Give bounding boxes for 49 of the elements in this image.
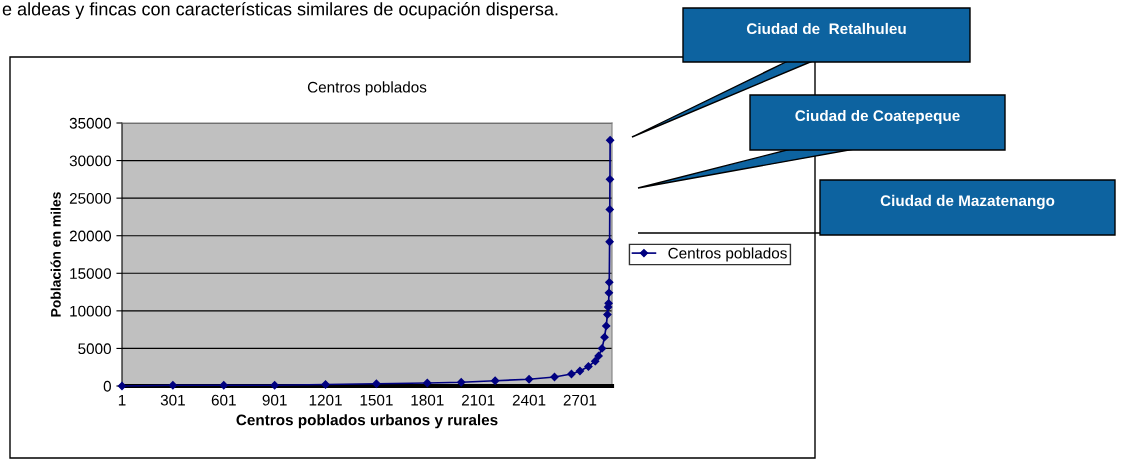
point	[602, 321, 611, 331]
text: Ciudad de Coatepeque	[795, 109, 960, 125]
x-tick-label: 601	[211, 394, 236, 406]
legend-label: Centros poblados	[668, 247, 787, 262]
point	[605, 175, 615, 184]
point	[584, 362, 593, 371]
point	[600, 333, 609, 342]
point	[597, 344, 607, 353]
x-tick-label: 1201	[309, 394, 342, 406]
text: Ciudad de Mazatenango	[880, 194, 1055, 210]
point	[604, 288, 614, 297]
x-tick-label: 1801	[411, 394, 444, 406]
point	[605, 278, 614, 287]
point	[594, 351, 603, 361]
x-tick-label: 301	[160, 394, 185, 406]
y-tick-label: 25000	[69, 193, 111, 204]
chart-title: Centros poblados	[307, 81, 427, 96]
point	[524, 375, 534, 384]
text: e aldeas y fincas con características similares de ocupación dispersa.	[2, 2, 558, 20]
point	[321, 380, 330, 389]
point	[603, 310, 612, 319]
point	[605, 237, 614, 246]
y-tick-label: 10000	[70, 305, 111, 317]
point	[457, 378, 466, 387]
y-tick-label: 20000	[69, 230, 111, 242]
point	[168, 381, 178, 390]
point	[605, 205, 614, 214]
y-tick-label: 0	[103, 380, 111, 392]
y-tick-label: 5000	[78, 343, 111, 355]
x-tick-label: 2101	[461, 394, 495, 406]
point	[423, 378, 432, 388]
x-tick-label: 1	[118, 394, 126, 406]
point	[491, 376, 500, 385]
point	[575, 366, 585, 376]
x-tick-label: 2701	[563, 394, 597, 406]
y-axis-title: Población en miles	[50, 192, 61, 317]
point	[606, 136, 615, 145]
x-tick-label: 2401	[512, 394, 546, 406]
point	[372, 379, 381, 388]
point	[219, 381, 228, 390]
x-tick-label: 901	[262, 394, 287, 406]
text: Ciudad de Retalhuleu	[746, 22, 906, 35]
x-axis-title: Centros poblados urbanos y rurales	[236, 414, 498, 429]
x-tick-label: 1501	[360, 394, 393, 406]
point	[591, 357, 600, 366]
y-tick-label: 35000	[69, 117, 111, 129]
point	[270, 381, 279, 390]
y-tick-label: 15000	[70, 268, 111, 279]
y-tick-label: 30000	[69, 155, 111, 167]
